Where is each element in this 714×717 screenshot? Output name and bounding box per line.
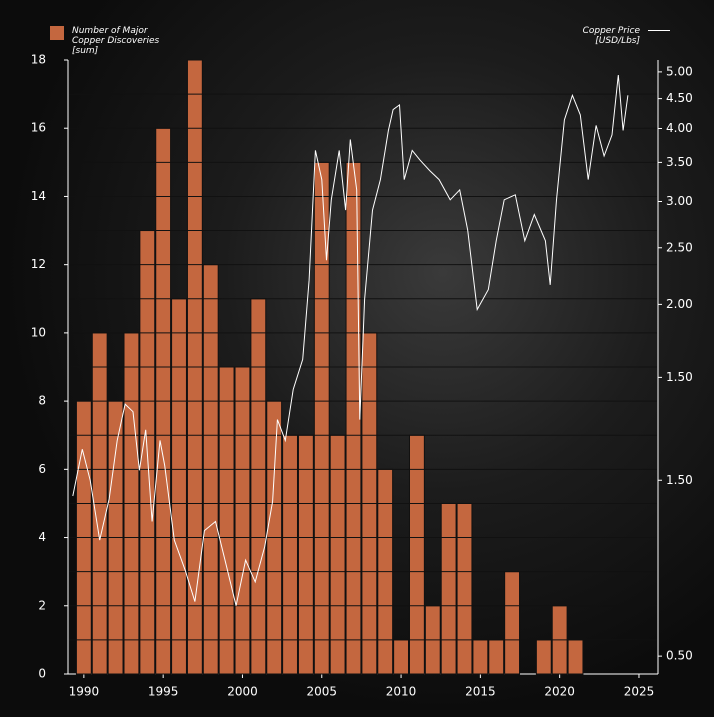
x-tick-label: 2020 <box>544 685 575 699</box>
bar <box>218 366 235 675</box>
bar <box>250 298 267 675</box>
x-tick-label: 2010 <box>386 685 417 699</box>
bar <box>282 434 298 675</box>
x-tick-label: 1990 <box>69 685 100 699</box>
y2-tick-label: 1.50 <box>666 473 693 487</box>
bar <box>393 639 409 675</box>
y-tick-label: 6 <box>38 462 46 476</box>
y-tick-label: 16 <box>31 121 46 135</box>
legend-label: Number of Major Copper Discoveries [sum] <box>72 26 160 56</box>
bar <box>488 639 505 675</box>
bar <box>456 502 473 675</box>
y-tick-label: 2 <box>38 598 46 612</box>
y-tick-label: 18 <box>31 53 46 67</box>
y2-tick-label: 1.50 <box>666 370 693 384</box>
bar <box>535 639 552 675</box>
x-tick-label: 2000 <box>227 685 258 699</box>
y2-tick-label: 3.00 <box>666 194 693 208</box>
y2-tick-label: 2.00 <box>666 297 693 311</box>
y-tick-label: 0 <box>38 667 46 681</box>
bar <box>313 161 330 675</box>
bar <box>234 366 251 675</box>
bar <box>472 639 489 675</box>
legend-line-swatch <box>648 30 670 31</box>
bar <box>504 571 521 675</box>
y-tick-label: 4 <box>38 530 46 544</box>
y2-tick-label: 2.50 <box>666 240 693 254</box>
bar <box>297 434 314 675</box>
y2-tick-label: 4.00 <box>666 121 693 135</box>
bar <box>345 161 362 675</box>
x-tick-label: 2025 <box>624 685 655 699</box>
y-tick-label: 8 <box>38 394 46 408</box>
y2-tick-label: 4.50 <box>666 91 693 105</box>
x-tick-label: 1995 <box>148 685 179 699</box>
bar <box>408 434 425 675</box>
y2-tick-label: 0.50 <box>666 649 693 663</box>
x-tick-label: 2015 <box>465 685 496 699</box>
y2-tick-label: 3.50 <box>666 155 693 169</box>
y-tick-label: 10 <box>31 325 46 339</box>
x-tick-label: 2005 <box>306 685 337 699</box>
price-line <box>72 74 629 606</box>
bar <box>567 639 584 675</box>
y2-tick-label: 5.00 <box>666 64 693 78</box>
legend-swatch <box>50 26 64 40</box>
bar <box>329 434 346 675</box>
y-tick-label: 14 <box>31 189 46 203</box>
bar <box>440 502 457 675</box>
y-tick-label: 12 <box>31 257 46 271</box>
legend-line-label: Copper Price [USD/Lbs] <box>582 26 640 46</box>
bar <box>171 298 187 675</box>
